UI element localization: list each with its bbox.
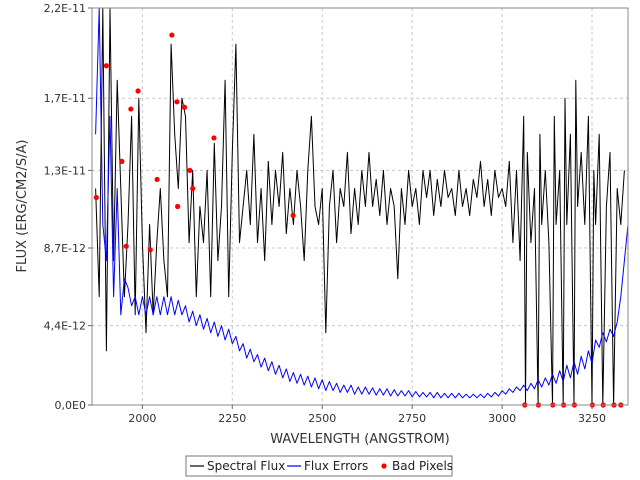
bad-pixel-point (181, 104, 188, 110)
x-tick-label: 2500 (308, 412, 336, 425)
x-tick-label: 3000 (488, 412, 516, 425)
spectral-flux-line (95, 7, 625, 406)
legend-swatch-marker (381, 463, 387, 469)
legend-label: Bad Pixels (392, 459, 453, 473)
legend: Spectral Flux Flux Errors Bad Pixels (185, 455, 453, 477)
bad-pixel-point (154, 176, 160, 183)
bad-pixel-point (119, 158, 125, 164)
bad-pixel-point (190, 185, 196, 192)
bad-pixel-point (187, 167, 193, 174)
series-layer (93, 7, 629, 408)
bad-pixel-point (93, 194, 99, 201)
y-tick-label: 1,3E-11 (44, 164, 86, 177)
y-tick-label: 2,2E-11 (44, 2, 86, 15)
axes: 2000 2250 2500 2750 3000 3250 0,0E0 4,4E-12 8,7E… (44, 2, 629, 425)
bad-pixel-point (169, 32, 175, 38)
flux-errors-line (95, 7, 629, 399)
legend-label: Spectral Flux (207, 459, 285, 473)
bad-pixel-point (103, 63, 109, 69)
x-axis-title: WAVELENGTH (ANGSTROM) (270, 432, 449, 447)
bad-pixel-point (174, 99, 180, 105)
y-axis-title: FLUX (ERG/CM2/S/A) (15, 140, 30, 273)
y-tick-label: 1,7E-11 (44, 92, 86, 105)
y-tick-label: 4,4E-12 (44, 320, 86, 333)
bad-pixel-point (290, 212, 296, 219)
y-tick-label: 0,0E0 (55, 399, 86, 412)
y-tick-label: 8,7E-12 (44, 242, 86, 255)
bad-pixel-point (123, 243, 129, 249)
legend-box (185, 455, 453, 477)
bad-pixel-point (135, 88, 141, 94)
bad-pixel-point (128, 106, 134, 112)
bad-pixel-point (175, 203, 181, 210)
bad-pixel-point (211, 135, 217, 141)
plot-frame (91, 7, 629, 406)
x-tick-label: 2250 (218, 412, 246, 425)
x-tick-label: 3250 (578, 412, 606, 425)
x-tick-label: 2000 (128, 412, 156, 425)
bad-pixel-point (147, 247, 153, 253)
legend-label: Flux Errors (304, 459, 368, 473)
x-tick-label: 2750 (398, 412, 426, 425)
